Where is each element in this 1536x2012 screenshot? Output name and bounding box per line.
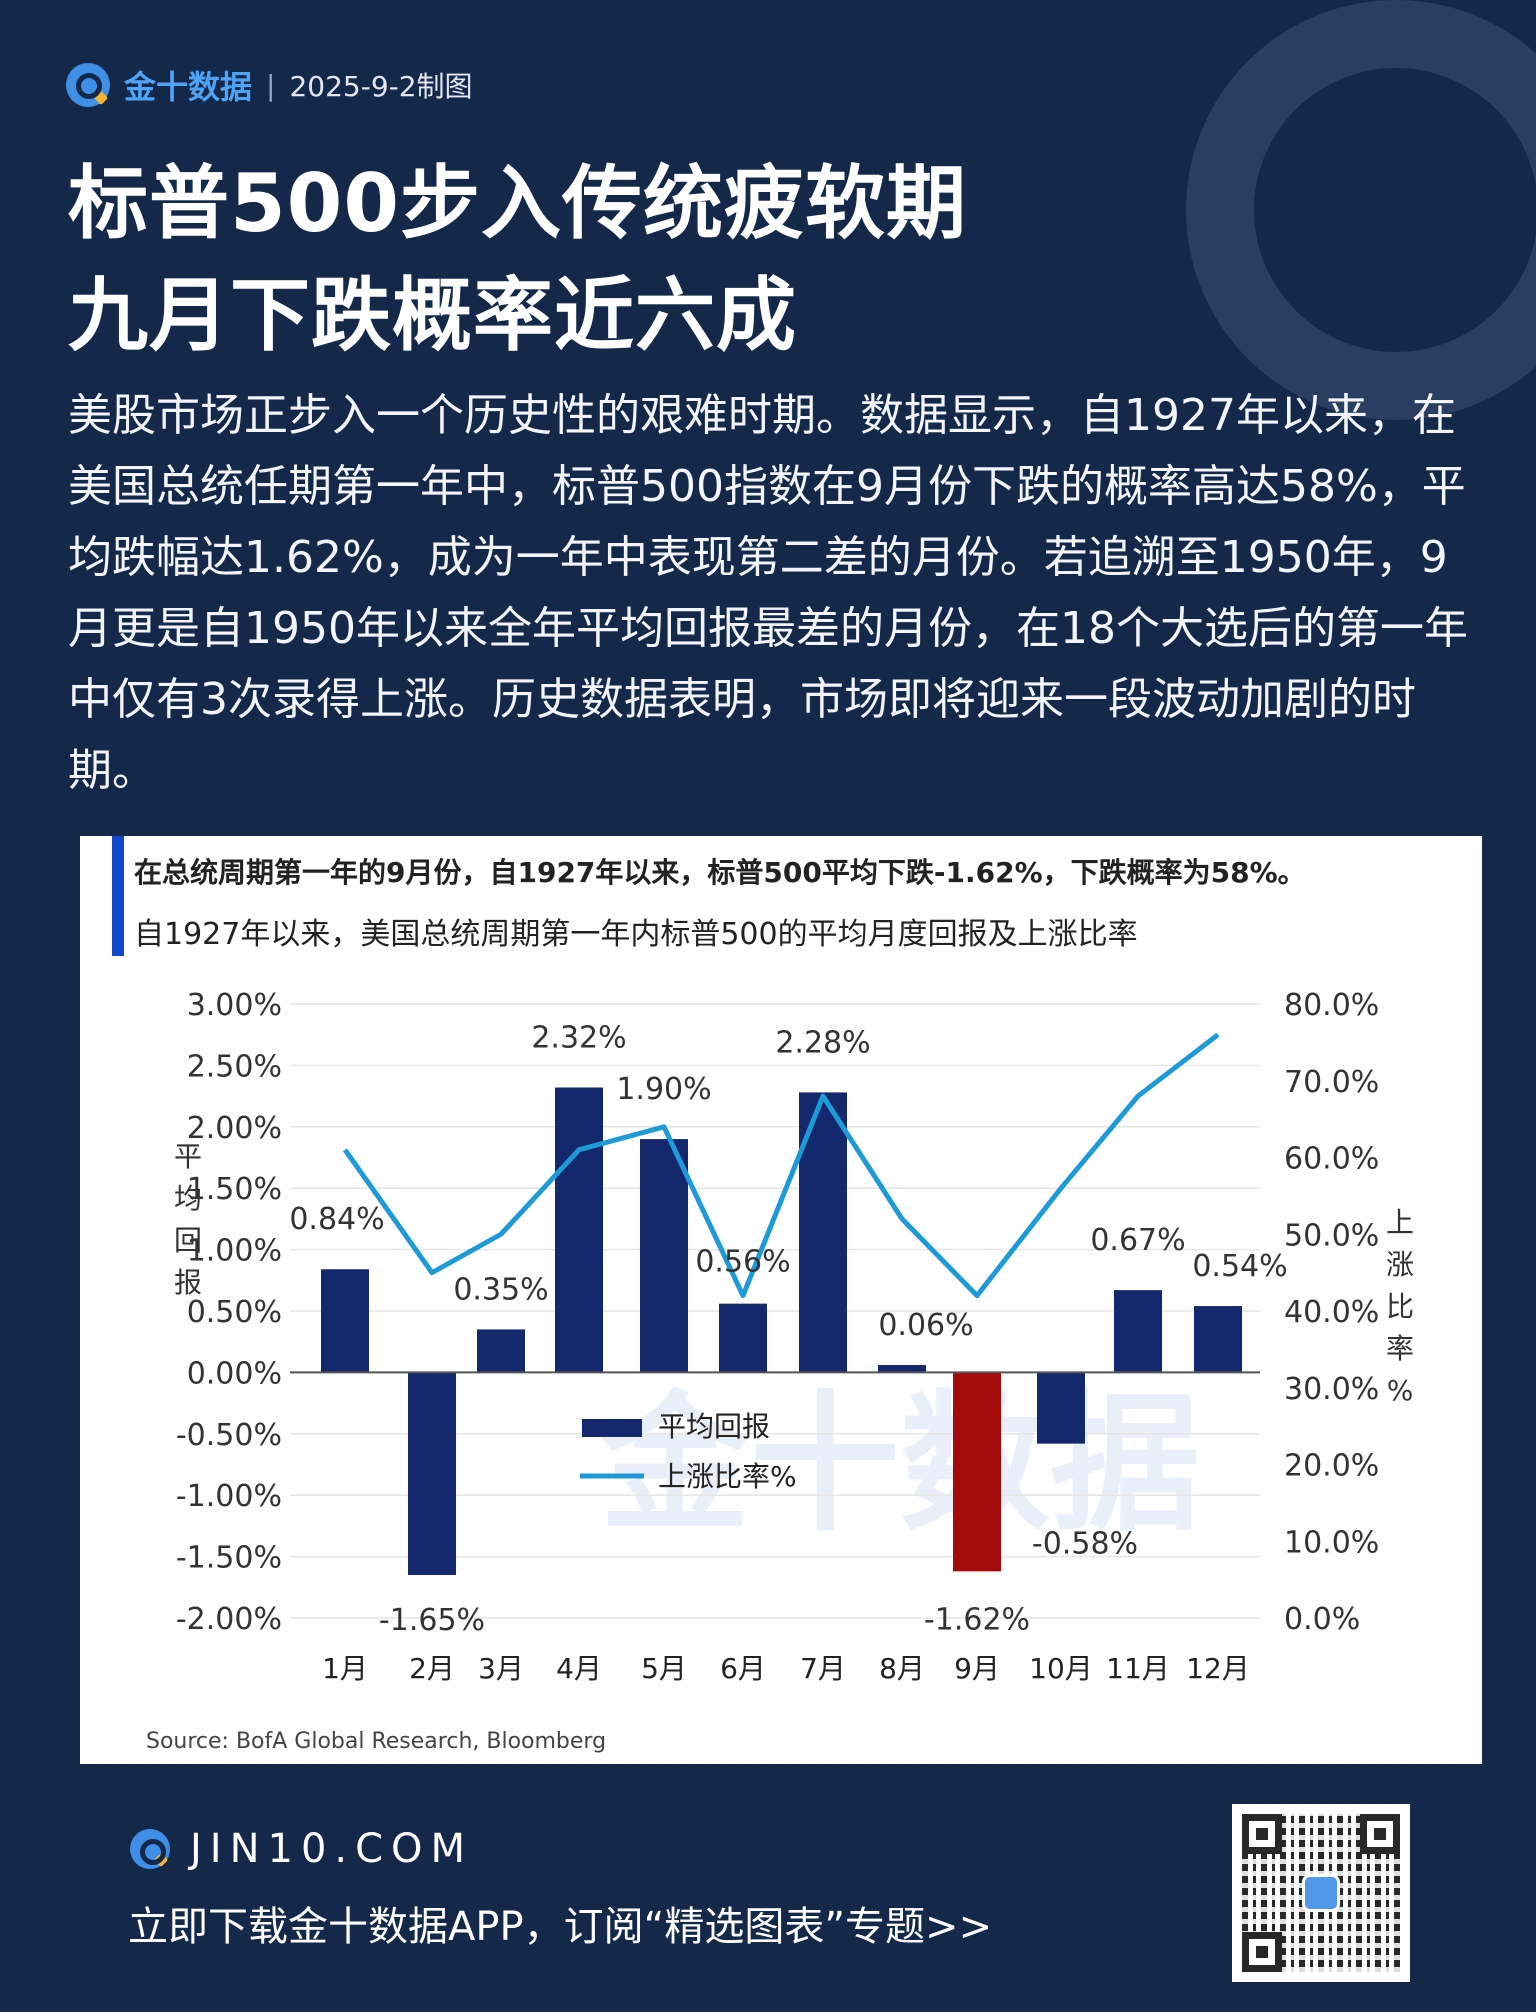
header-separator: | [266,68,276,102]
line-series-up-ratio [342,1032,1220,1299]
decorative-ring [1186,0,1536,420]
y-tick-label: -1.00% [176,1479,282,1514]
bar [321,1269,369,1373]
chart-svg: 在总统周期第一年的9月份，自1927年以来，标普500平均下跌-1.62%，下跌… [112,836,1414,1754]
y-tick-label: -0.50% [176,1418,282,1453]
qr-finder [1242,1932,1282,1972]
y-tick-label: 0.00% [187,1356,282,1391]
footer-site[interactable]: JIN10.COM [130,1826,473,1872]
data-label: 0.56% [695,1245,790,1280]
jin10-logo-icon [66,63,110,107]
bar [1194,1306,1242,1373]
chart-headline: 在总统周期第一年的9月份，自1927年以来，标普500平均下跌-1.62%，下跌… [134,856,1306,889]
x-tick-label: 6月 [720,1652,766,1685]
chart-source: Source: BofA Global Research, Bloomberg [146,1729,606,1754]
qr-finder [1242,1814,1282,1854]
legend-label-bar: 平均回报 [658,1410,770,1443]
bar [878,1365,926,1373]
y2-tick-label: 50.0% [1284,1218,1379,1253]
data-label: 2.32% [531,1021,626,1056]
headline-accent-bar [112,836,124,956]
bar [953,1372,1001,1572]
y-tick-label: 1.50% [187,1172,282,1207]
qr-finder [1360,1814,1400,1854]
legend-swatch-bar [582,1419,642,1437]
chart-card: 在总统周期第一年的9月份，自1927年以来，标普500平均下跌-1.62%，下跌… [80,836,1482,1764]
title-line-1: 标普500步入传统疲软期 [68,157,967,250]
y2-tick-label: 60.0% [1284,1142,1379,1177]
bar [408,1372,456,1576]
data-label: -1.65% [379,1603,485,1638]
y-axis-label: 平均回报 [174,1140,202,1299]
download-cta[interactable]: 立即下载金十数据APP，订阅“精选图表”专题>> [128,1904,993,1950]
y2-tick-label: 20.0% [1284,1449,1379,1484]
brand-name: 金十数据 [124,68,253,106]
intro-paragraph: 美股市场正步入一个历史性的艰难时期。数据显示，自1927年以来，在美国总统任期第… [68,390,1468,796]
x-tick-label: 5月 [641,1652,687,1685]
y2-tick-label: 40.0% [1284,1295,1379,1330]
y2-tick-label: 30.0% [1284,1372,1379,1407]
bar [1037,1372,1085,1444]
y-tick-label: -2.00% [176,1602,282,1637]
x-tick-label: 7月 [800,1652,846,1685]
bar [640,1139,688,1373]
y2-tick-label: 0.0% [1284,1602,1360,1637]
data-label: 0.35% [453,1272,548,1307]
header: 金十数据 | 2025-9-2制图 [66,62,473,108]
x-tick-label: 2月 [409,1652,455,1685]
publish-date: 2025-9-2制图 [289,70,473,103]
y2-tick-label: 80.0% [1284,988,1379,1023]
data-label: 0.06% [878,1308,973,1343]
y2-tick-label: 10.0% [1284,1525,1379,1560]
y-tick-label: 0.50% [187,1295,282,1330]
y2-axis-label: 上涨比率% [1386,1206,1414,1407]
y-tick-label: 2.50% [187,1049,282,1084]
chart-watermark: 金十数据 [599,1378,1200,1552]
data-label: 1.90% [616,1072,711,1107]
bar [555,1087,603,1373]
qr-pattern [1242,1814,1400,1972]
y-tick-label: 2.00% [187,1111,282,1146]
data-label: 0.67% [1090,1223,1185,1258]
y-tick-label: 3.00% [187,988,282,1023]
jin10-logo-icon [130,1829,170,1869]
bar [1114,1290,1162,1373]
bar [477,1329,525,1373]
data-label: 0.84% [289,1202,384,1237]
x-tick-label: 1月 [322,1652,368,1685]
y2-tick-label: 70.0% [1284,1065,1379,1100]
x-tick-label: 12月 [1186,1652,1250,1685]
bar [719,1303,767,1373]
x-tick-label: 8月 [879,1652,925,1685]
data-label: -1.62% [924,1602,1030,1637]
data-label: 2.28% [775,1025,870,1060]
page-title: 标普500步入传统疲软期 九月下跌概率近六成 [68,148,967,372]
data-label: 0.54% [1192,1249,1287,1284]
x-tick-label: 11月 [1106,1652,1170,1685]
chart-title: 自1927年以来，美国总统周期第一年内标普500的平均月度回报及上涨比率 [134,917,1138,952]
qr-logo-icon [1302,1874,1340,1912]
x-tick-label: 10月 [1029,1652,1093,1685]
y-tick-label: 1.00% [187,1234,282,1269]
qr-code[interactable] [1232,1804,1410,1982]
site-url[interactable]: JIN10.COM [190,1826,474,1872]
x-tick-label: 9月 [954,1652,1000,1685]
y-tick-label: -1.50% [176,1541,282,1576]
title-line-2: 九月下跌概率近六成 [68,269,797,362]
x-tick-label: 3月 [478,1652,524,1685]
data-label: -0.58% [1032,1527,1138,1562]
legend-label-line: 上涨比率% [658,1460,797,1493]
x-tick-label: 4月 [556,1652,602,1685]
